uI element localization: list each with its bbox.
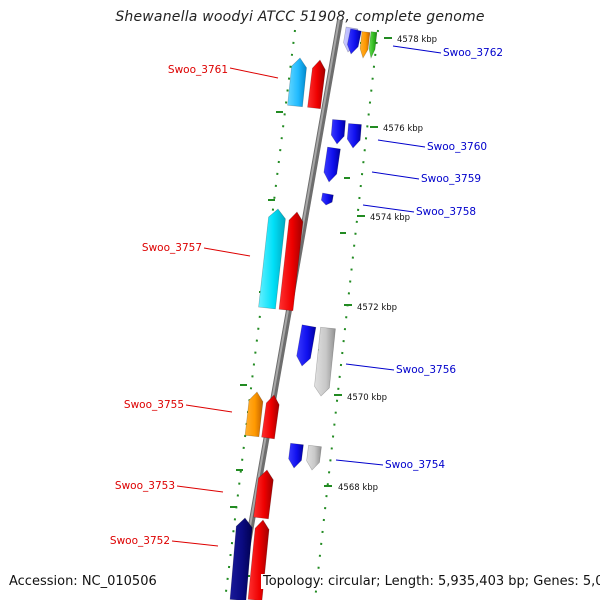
label-connector [371,171,420,180]
kbp-label-4578: 4578 kbp [397,35,437,45]
label-connector [203,247,251,257]
gene-label-swoo-3752[interactable]: Swoo_3752 [110,535,170,547]
gene-label-swoo-3756[interactable]: Swoo_3756 [396,364,456,376]
gene-label-swoo-3760[interactable]: Swoo_3760 [427,141,487,153]
gene-arrow-3760a[interactable] [330,119,346,145]
gene-arrow-3756a[interactable] [296,324,317,367]
gene-features [229,26,378,600]
label-connector [171,540,219,547]
gene-label-swoo-3753[interactable]: Swoo_3753 [115,480,175,492]
gene-arrow-3758[interactable] [320,192,334,206]
gene-arrow-3761b[interactable] [307,59,326,110]
gene-arrow-3761a[interactable] [287,57,307,108]
gene-arrow-3754a[interactable] [288,442,304,469]
label-connector [229,67,279,79]
label-connector [176,485,224,493]
kbp-label-4576: 4576 kbp [383,124,423,134]
label-connectors [171,45,442,547]
label-connector [185,404,233,413]
kbp-labels: 4578 kbp 4576 kbp 4574 kbp 4572 kbp 4570… [338,35,437,493]
accession-text: Accession: NC_010506 [9,574,157,589]
gene-label-swoo-3759[interactable]: Swoo_3759 [421,173,481,185]
label-connector [362,204,415,213]
gene-arrow-3757a[interactable] [258,208,286,310]
gene-label-swoo-3757[interactable]: Swoo_3757 [142,242,202,254]
kbp-label-4570: 4570 kbp [347,393,387,403]
gene-arrow-3753[interactable] [253,469,274,520]
gene-label-swoo-3758[interactable]: Swoo_3758 [416,206,476,218]
gene-arrow-3756b[interactable] [314,326,336,397]
gene-labels: Swoo_3762 Swoo_3761 Swoo_3760 Swoo_3759 … [110,47,503,547]
gene-label-swoo-3755[interactable]: Swoo_3755 [124,399,184,411]
gene-arrow-3762b[interactable] [347,28,362,55]
gene-arrow-3755b[interactable] [261,394,280,440]
gene-arrow-3760b[interactable] [346,123,362,149]
kbp-label-4574: 4574 kbp [370,213,410,223]
genome-title: Shewanella woodyi ATCC 51908, complete g… [115,9,485,25]
label-connector [345,363,395,371]
gene-label-swoo-3761[interactable]: Swoo_3761 [168,64,228,76]
genome-summary-text: Topology: circular; Length: 5,935,403 bp… [261,574,600,589]
label-connector [392,45,442,54]
gene-arrow-3762c[interactable] [359,31,371,59]
gene-label-swoo-3762[interactable]: Swoo_3762 [443,47,503,59]
gene-arrow-3754b[interactable] [306,444,322,471]
kbp-label-4568: 4568 kbp [338,483,378,493]
gene-arrow-3762d[interactable] [368,31,378,59]
label-connector [377,139,426,148]
gene-arrow-3759[interactable] [323,146,341,183]
label-connector [335,459,384,466]
gene-arrow-3757b[interactable] [278,211,304,312]
gc-ring-dots [224,29,379,600]
gene-arrow-3755a[interactable] [244,391,264,438]
gene-arrow-3752a[interactable] [229,517,253,600]
gene-label-swoo-3754[interactable]: Swoo_3754 [385,459,445,471]
kbp-label-4572: 4572 kbp [357,303,397,313]
